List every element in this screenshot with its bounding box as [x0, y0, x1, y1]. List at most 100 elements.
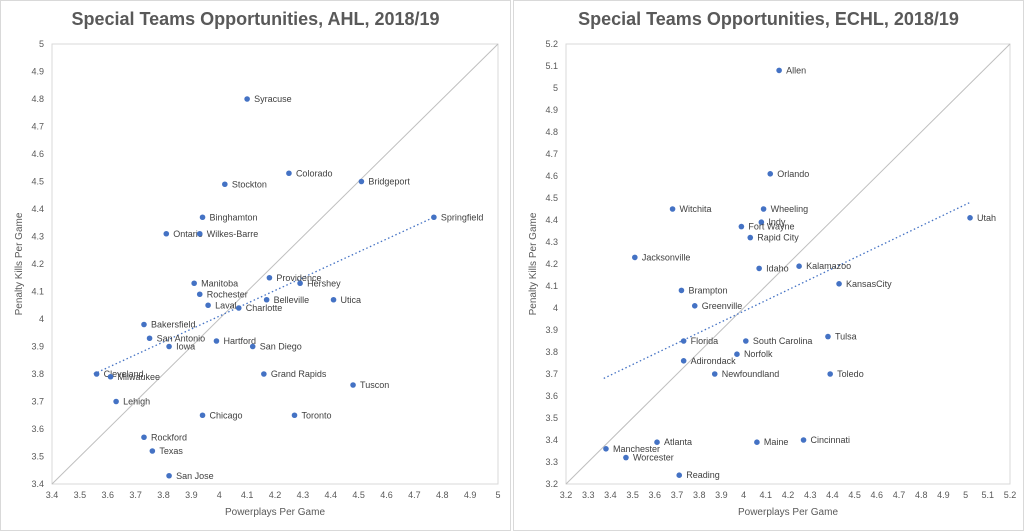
y-tick-label: 3.7: [31, 397, 44, 407]
data-point: [244, 96, 250, 102]
data-point: [350, 382, 356, 388]
data-label: Indy: [768, 217, 786, 227]
y-tick-label: 3.9: [545, 325, 558, 335]
data-label: Springfield: [441, 212, 484, 222]
data-label: Newfoundland: [722, 369, 780, 379]
y-tick-label: 4.2: [31, 259, 44, 269]
x-tick-label: 3.9: [185, 490, 198, 500]
data-point: [263, 296, 270, 303]
data-label: Witchita: [680, 204, 712, 214]
x-tick-label: 4.9: [464, 490, 477, 500]
data-label: Colorado: [296, 168, 333, 178]
y-tick-label: 4.8: [31, 94, 44, 104]
data-label: San Jose: [176, 471, 214, 481]
data-label: Atlanta: [664, 437, 692, 447]
y-tick-label: 3.4: [31, 479, 44, 489]
y-tick-label: 4.5: [545, 193, 558, 203]
chart-title: Special Teams Opportunities, AHL, 2018/1…: [71, 9, 440, 29]
x-tick-label: 4.4: [324, 490, 337, 500]
data-label: Utica: [341, 295, 362, 305]
y-tick-label: 4.8: [545, 127, 558, 137]
x-tick-label: 3.7: [129, 490, 142, 500]
data-label: Binghamton: [210, 212, 258, 222]
data-point: [196, 230, 203, 237]
data-point: [149, 448, 156, 454]
data-point: [146, 335, 153, 342]
data-point: [967, 215, 973, 221]
x-tick-label: 3.8: [157, 490, 170, 500]
y-tick-label: 3.8: [31, 369, 44, 379]
data-label: Wilkes-Barre: [207, 229, 259, 239]
data-label: Chicago: [210, 410, 243, 420]
data-point: [113, 398, 119, 405]
y-tick-label: 4.9: [31, 67, 44, 77]
x-tick-label: 5.1: [982, 490, 995, 500]
data-point: [191, 280, 197, 287]
x-tick-label: 3.6: [649, 490, 662, 500]
y-tick-label: 5.1: [545, 61, 558, 71]
x-tick-label: 4.2: [269, 490, 282, 500]
data-label: Ontario: [173, 229, 203, 239]
data-point: [680, 358, 687, 364]
data-label: Tulsa: [835, 332, 857, 342]
y-tick-label: 4.6: [31, 149, 44, 159]
data-point: [691, 303, 698, 309]
data-point: [235, 305, 242, 311]
data-label: Bakersfield: [151, 320, 196, 330]
data-label: Kalamazoo: [806, 261, 851, 271]
data-point: [623, 454, 629, 461]
data-point: [756, 265, 762, 272]
y-tick-label: 5.2: [545, 39, 558, 49]
data-label: San Antonio: [157, 333, 206, 343]
y-tick-label: 3.2: [545, 479, 558, 489]
data-label: Tuscon: [360, 380, 389, 390]
data-label: Wheeling: [771, 204, 809, 214]
data-point: [800, 437, 807, 443]
data-label: Iowa: [176, 342, 195, 352]
y-tick-label: 4.5: [31, 177, 44, 187]
data-point: [825, 333, 831, 340]
data-label: Allen: [786, 65, 806, 75]
data-point: [199, 214, 206, 221]
x-tick-label: 4.1: [760, 490, 773, 500]
data-point: [291, 412, 298, 419]
data-point: [796, 263, 802, 270]
data-label: Cleveland: [104, 369, 144, 379]
data-point: [654, 439, 660, 446]
reference-line: [51, 43, 499, 485]
ahl-scatter-plot: 3.4 3.5 3.6 3.7 3.8 3.9 4 4.1 4.2 4.3 4.4 4.5 4.6 4.7…: [14, 39, 501, 518]
x-tick-label: 4.3: [804, 490, 817, 500]
data-label: Reading: [686, 470, 720, 480]
data-label: Syracuse: [254, 94, 292, 104]
x-tick-label: 3.7: [671, 490, 684, 500]
y-tick-label: 4.9: [545, 105, 558, 115]
ahl-chart-panel: Special Teams Opportunities, AHL, 2018/1…: [0, 0, 511, 531]
data-point: [431, 214, 437, 221]
data-label: Florida: [691, 336, 719, 346]
data-label: Jacksonville: [642, 252, 691, 262]
data-point: [680, 338, 687, 344]
y-tick-label: 4.7: [31, 122, 44, 132]
data-label: Charlotte: [246, 303, 283, 313]
reference-line: [565, 43, 1011, 485]
data-point: [827, 371, 833, 377]
y-tick-label: 3.5: [31, 452, 44, 462]
y-tick-label: 4.4: [31, 204, 44, 214]
data-label: Rockford: [151, 432, 187, 442]
data-label: Manitoba: [201, 278, 238, 288]
data-label: San Diego: [260, 342, 302, 352]
data-label: Hershey: [307, 278, 341, 288]
x-tick-label: 4.9: [937, 490, 950, 500]
data-label: Utah: [977, 213, 996, 223]
data-point: [297, 280, 303, 287]
x-tick-label: 4.8: [915, 490, 928, 500]
data-point: [760, 206, 767, 212]
data-point: [166, 343, 172, 350]
x-tick-label: 3.8: [693, 490, 706, 500]
x-tick-label: 4.4: [826, 490, 839, 500]
data-point: [199, 412, 206, 419]
data-label: Stockton: [232, 179, 267, 189]
x-tick-label: 3.4: [46, 490, 59, 500]
x-tick-label: 4.3: [297, 490, 310, 500]
chart-title: Special Teams Opportunities, ECHL, 2018/…: [578, 9, 959, 29]
